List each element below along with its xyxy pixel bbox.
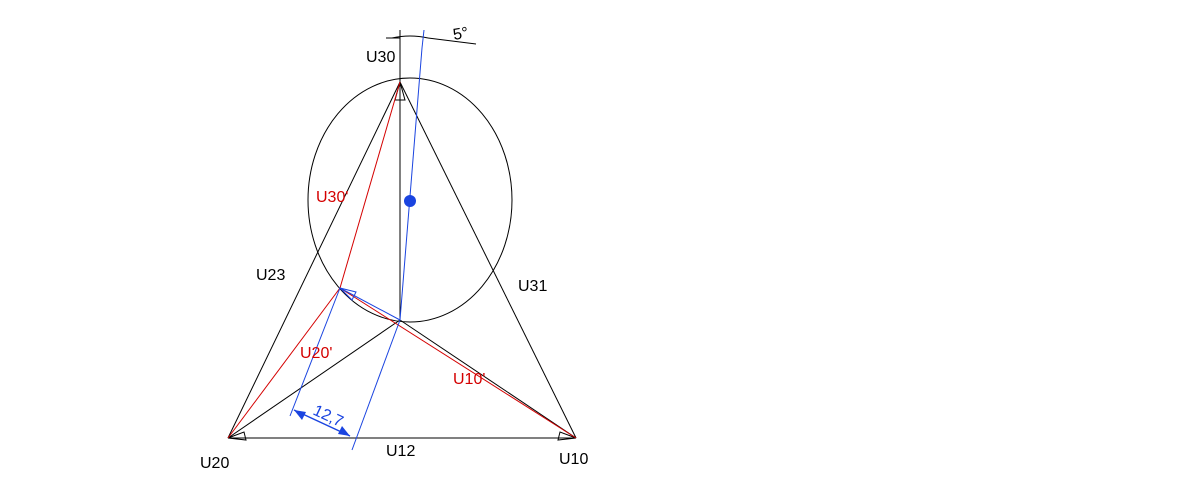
angle-arc xyxy=(391,35,429,39)
line-u31 xyxy=(399,81,577,439)
label-u31: U31 xyxy=(518,278,547,295)
phasor-u20 xyxy=(227,319,401,439)
label-u30: U30 xyxy=(366,49,395,66)
dimension-arrow-left xyxy=(294,410,306,420)
label-u30-prime: U30' xyxy=(316,189,348,206)
extension-line-b xyxy=(289,287,341,417)
label-u20: U20 xyxy=(200,455,229,472)
angle-ext-rotated xyxy=(421,29,425,49)
arrowhead-u20 xyxy=(227,431,247,441)
extension-line-a xyxy=(351,319,401,451)
angle-leader xyxy=(427,37,477,45)
label-u10-prime: U10' xyxy=(453,371,485,388)
displacement-vector xyxy=(339,287,401,321)
label-u10: U10 xyxy=(559,451,588,468)
line-u23 xyxy=(227,81,401,439)
arrowhead-u10 xyxy=(557,431,577,441)
label-u20-prime: U20' xyxy=(300,345,332,362)
reference-circle xyxy=(307,77,513,323)
center-point xyxy=(404,195,416,207)
phasor-u10-prime xyxy=(339,287,577,439)
label-u23: U23 xyxy=(256,267,285,284)
phasor-u20-prime xyxy=(227,287,341,439)
label-u12: U12 xyxy=(386,443,415,460)
label-angle: 5° xyxy=(452,25,470,44)
phasor-u10 xyxy=(399,319,577,439)
rotated-axis xyxy=(399,47,423,321)
displacement-arrowhead xyxy=(338,287,357,301)
dimension-arrow-right xyxy=(338,426,350,436)
phasor-u30-prime xyxy=(339,81,401,289)
